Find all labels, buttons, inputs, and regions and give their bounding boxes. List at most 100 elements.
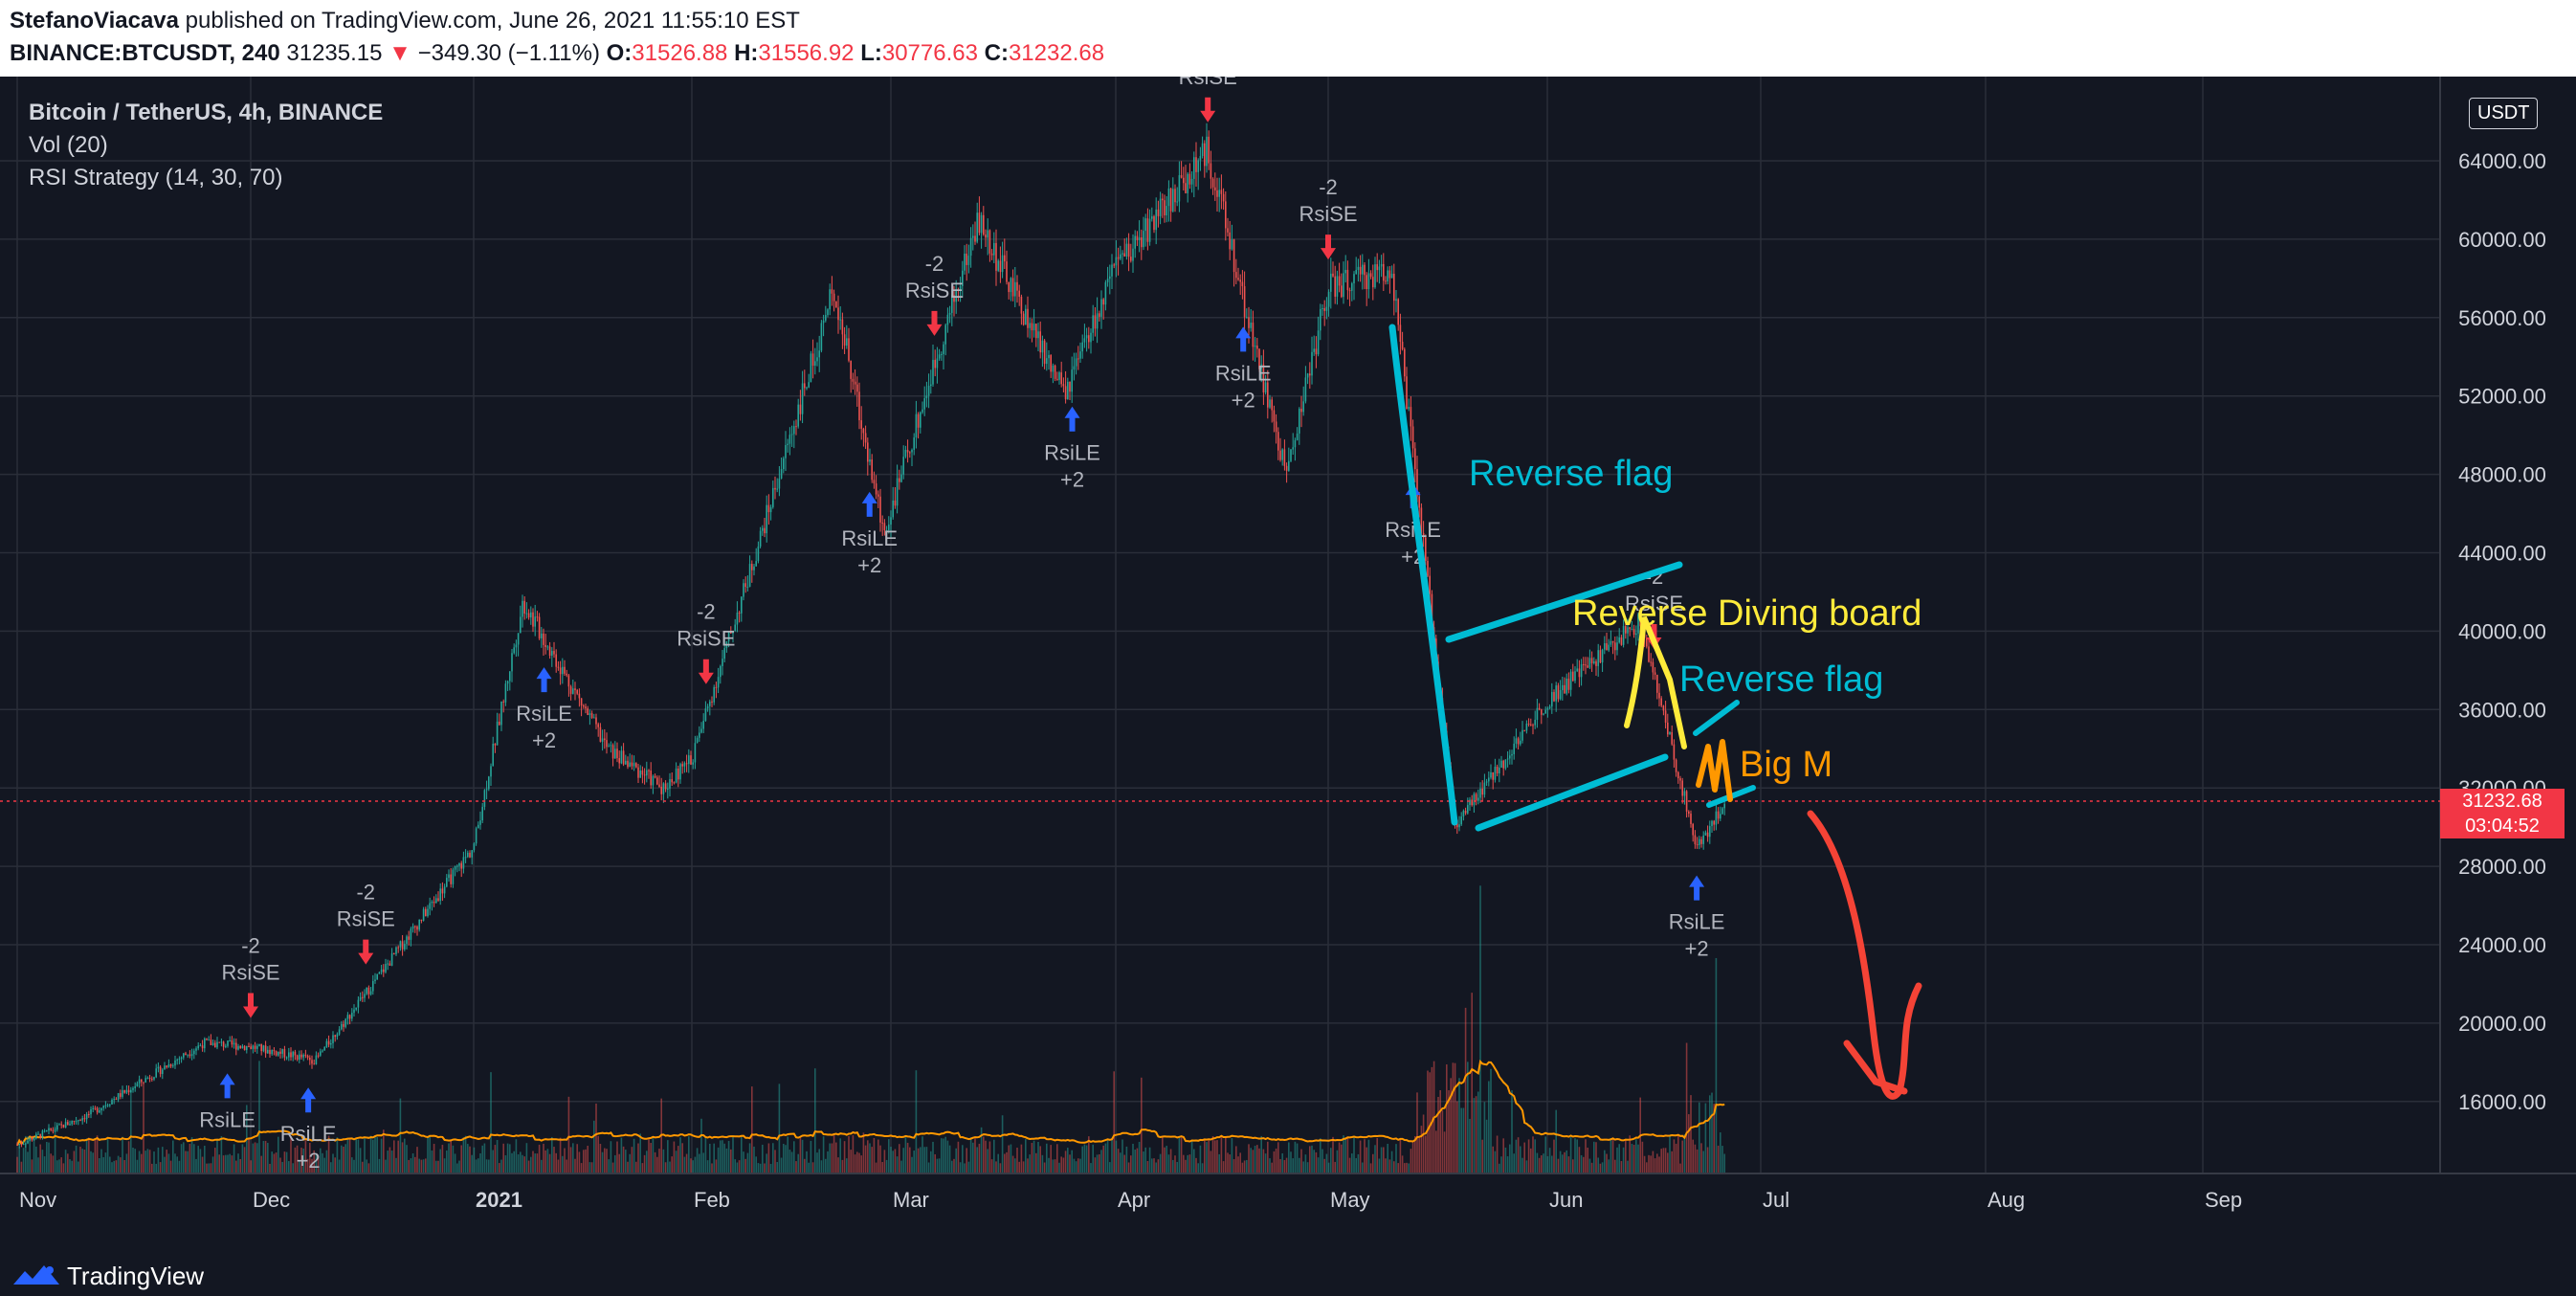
candle-body	[1458, 824, 1460, 828]
chart-canvas[interactable]: 64000.0060000.0056000.0052000.0048000.00…	[0, 77, 2576, 1252]
volume-bar	[1267, 1141, 1269, 1173]
signal-label: RsiLE	[1044, 441, 1100, 465]
volume-bar	[1369, 1163, 1372, 1173]
candle-body	[90, 1108, 92, 1115]
candle-body	[18, 1143, 20, 1145]
candle-body	[134, 1086, 136, 1088]
candle-body	[1346, 269, 1349, 291]
volume-bar	[1464, 1007, 1467, 1173]
candle-body	[590, 713, 593, 719]
candle-body	[966, 253, 967, 265]
volume-bar	[776, 1162, 778, 1173]
candle-body	[348, 1015, 351, 1019]
volume-bar	[1408, 1163, 1410, 1173]
volume-bar	[892, 1151, 894, 1173]
volume-bar	[1056, 1144, 1058, 1173]
volume-bar	[376, 1136, 378, 1173]
volume-bar	[1100, 1150, 1102, 1173]
candle-body	[864, 433, 867, 443]
candle-body	[1048, 354, 1050, 359]
volume-bar	[1155, 1162, 1157, 1173]
volume-bar	[717, 1147, 720, 1173]
volume-bar	[1534, 1139, 1536, 1173]
volume-bar	[273, 1153, 276, 1173]
volume-bar	[281, 1161, 283, 1173]
long-entry-arrow-icon	[861, 491, 877, 517]
candle-body	[115, 1099, 118, 1101]
volume-bar	[616, 1141, 618, 1173]
candle-body	[211, 1042, 214, 1045]
volume-bar	[1664, 1148, 1667, 1173]
candle-body	[1090, 332, 1092, 343]
candle-body	[576, 690, 578, 694]
candle-body	[1113, 264, 1115, 266]
candle-body	[346, 1015, 349, 1019]
volume-bar	[239, 1158, 241, 1173]
volume-bar	[1048, 1157, 1050, 1173]
volume-bar	[1362, 1162, 1364, 1173]
volume-bar	[311, 1158, 313, 1173]
candle-body	[746, 587, 749, 589]
volume-bar	[1553, 1139, 1555, 1173]
volume-bar	[1650, 1155, 1652, 1173]
candle-body	[1473, 793, 1476, 806]
currency-badge[interactable]: USDT	[2469, 98, 2539, 129]
volume-bar	[435, 1160, 437, 1173]
candle-body	[585, 706, 587, 709]
volume-bar	[1306, 1162, 1309, 1173]
candle-body	[1364, 264, 1366, 276]
volume-bar	[835, 1142, 837, 1173]
volume-bar	[1610, 1137, 1612, 1173]
volume-bar	[446, 1150, 448, 1173]
candle-body	[1700, 838, 1702, 844]
volume-bar	[1281, 1152, 1283, 1173]
candle-body	[262, 1045, 265, 1052]
volume-bar	[1499, 1163, 1500, 1173]
candle-body	[1232, 239, 1235, 273]
chart-pane[interactable]: 64000.00 60000.00 56000.00 52000.00 48000.00…	[0, 77, 2576, 1252]
author-name[interactable]: StefanoViacava	[10, 8, 179, 34]
volume-bar	[808, 1162, 810, 1173]
candle-body	[1652, 661, 1654, 673]
volume-bar	[1555, 1109, 1557, 1173]
volume-bar	[1159, 1153, 1162, 1173]
volume-bar	[675, 1151, 677, 1173]
legend-volume[interactable]: Vol (20)	[29, 132, 108, 158]
candle-body	[643, 774, 646, 776]
volume-bar	[1029, 1154, 1031, 1173]
candle-body	[871, 459, 873, 480]
volume-bar	[896, 1156, 899, 1173]
candle-body	[336, 1034, 339, 1038]
legend-rsi-strategy[interactable]: RSI Strategy (14, 30, 70)	[29, 165, 283, 190]
candle-body	[1541, 709, 1543, 715]
candle-body	[974, 235, 976, 242]
volume-bar	[562, 1155, 564, 1173]
volume-bar	[1720, 1132, 1721, 1173]
candle-body	[1411, 426, 1414, 449]
volume-bar	[1252, 1150, 1255, 1173]
candle-body	[1685, 791, 1688, 812]
volume-bar	[1471, 993, 1473, 1173]
candle-body	[811, 353, 814, 367]
volume-bar	[62, 1163, 65, 1173]
volume-bar	[233, 1144, 235, 1173]
candle-body	[1315, 348, 1318, 355]
tradingview-logo-icon[interactable]	[11, 1262, 61, 1286]
candle-body	[1157, 209, 1160, 216]
candle-body	[1025, 308, 1027, 325]
candle-body	[81, 1118, 83, 1121]
volume-bar	[248, 1137, 250, 1173]
volume-bar	[1069, 1154, 1071, 1173]
tradingview-brand[interactable]: TradingView	[67, 1262, 205, 1290]
candle-body	[1362, 264, 1364, 275]
candle-body	[1709, 826, 1711, 838]
price-tick-label: 44000.00	[2458, 542, 2546, 566]
legend-symbol-title[interactable]: Bitcoin / TetherUS, 4h, BINANCE	[29, 100, 384, 125]
candle-body	[943, 344, 944, 354]
candle-body	[1016, 281, 1018, 291]
candle-body	[299, 1054, 300, 1060]
candle-body	[899, 478, 900, 482]
volume-bar	[574, 1158, 576, 1173]
candle-body	[75, 1121, 78, 1123]
volume-bar	[679, 1137, 681, 1173]
